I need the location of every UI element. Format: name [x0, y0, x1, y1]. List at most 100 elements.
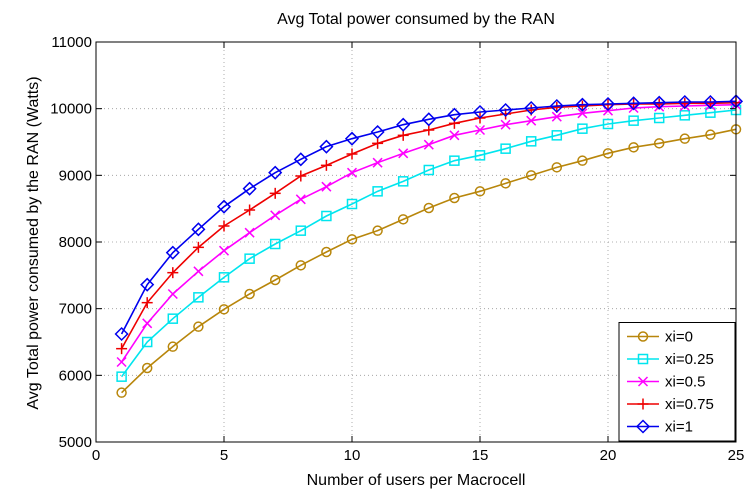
data-point — [577, 123, 588, 134]
data-point-shape — [370, 124, 385, 140]
y-tick-label: 6000 — [59, 367, 92, 384]
data-point — [703, 94, 718, 110]
legend-label: xi=1 — [665, 419, 693, 436]
data-point-shape — [449, 155, 460, 166]
data-point — [372, 137, 384, 149]
data-point-shape — [269, 238, 281, 250]
data-point — [167, 341, 179, 352]
data-point-shape — [652, 95, 667, 110]
data-point-stroke — [218, 245, 230, 256]
data-point — [140, 277, 155, 292]
data-point — [116, 356, 127, 368]
data-point — [447, 107, 462, 122]
legend-marker — [637, 398, 649, 410]
data-point — [141, 336, 153, 348]
data-point — [600, 96, 616, 112]
data-point-shape — [114, 326, 129, 342]
data-point — [628, 115, 639, 126]
data-point — [500, 143, 511, 154]
data-point-shape — [628, 142, 639, 153]
x-tick-label: 15 — [472, 447, 489, 464]
y-tick-label: 10000 — [50, 101, 92, 118]
data-point-shape — [344, 131, 360, 146]
data-point — [449, 155, 460, 166]
data-point — [321, 181, 332, 192]
data-point-stroke — [577, 108, 588, 119]
data-point-shape — [653, 112, 665, 124]
series-line — [120, 109, 737, 378]
data-point — [116, 343, 128, 355]
data-point-shape — [626, 96, 641, 111]
data-point-shape — [679, 133, 691, 144]
data-point — [575, 97, 590, 112]
data-point — [423, 164, 435, 176]
data-point-shape — [140, 277, 155, 292]
data-point — [321, 210, 332, 222]
data-point — [142, 318, 153, 329]
data-point-shape — [321, 210, 332, 222]
data-point — [551, 130, 563, 141]
data-point — [244, 227, 255, 238]
data-point-shape — [216, 199, 232, 214]
data-point — [346, 234, 358, 245]
data-point — [626, 96, 641, 111]
data-point-shape — [244, 288, 255, 300]
data-point-shape — [372, 225, 383, 236]
legend-label: xi=0.25 — [665, 351, 714, 368]
data-point-shape — [447, 107, 462, 122]
x-tick-label: 0 — [92, 447, 100, 464]
data-point-shape — [600, 96, 616, 112]
data-point-shape — [218, 304, 230, 315]
y-tick-label: 7000 — [59, 301, 92, 318]
y-axis-label: Avg Total power consumed by the RAN (Wat… — [25, 76, 42, 409]
data-point — [449, 192, 460, 204]
data-point-shape — [165, 245, 180, 260]
data-point-stroke — [372, 157, 383, 168]
data-point-stroke — [500, 119, 511, 130]
data-point — [474, 186, 486, 197]
data-point — [602, 118, 614, 130]
data-point-shape — [396, 117, 411, 132]
data-point — [524, 100, 539, 116]
data-point — [653, 112, 665, 124]
x-tick-label: 20 — [600, 447, 617, 464]
data-point — [218, 304, 230, 315]
series-line — [120, 100, 737, 335]
legend-item: xi=0.5 — [627, 374, 705, 391]
data-point-shape — [244, 253, 255, 264]
legend-item: xi=1 — [627, 419, 693, 436]
data-point-shape — [474, 150, 486, 161]
data-point — [448, 117, 460, 129]
data-point — [396, 117, 411, 132]
data-point-shape — [421, 112, 436, 127]
legend-marker-shape — [635, 419, 651, 434]
data-point — [141, 362, 153, 374]
data-point-stroke — [551, 111, 562, 122]
data-point — [193, 292, 204, 303]
data-point-shape — [705, 129, 716, 140]
data-point — [525, 136, 537, 147]
data-point-stroke — [449, 130, 460, 141]
data-point-shape — [193, 321, 204, 332]
data-point-shape — [293, 152, 308, 167]
data-point-stroke — [423, 139, 434, 150]
data-point-shape — [397, 214, 409, 225]
data-point — [268, 165, 283, 180]
data-point-shape — [242, 181, 257, 196]
data-point-shape — [703, 94, 718, 110]
data-point-stroke — [142, 318, 153, 329]
data-point — [498, 102, 513, 118]
chart-title: Avg Total power consumed by the RAN — [277, 11, 555, 28]
data-point — [218, 245, 230, 256]
data-point — [549, 98, 564, 114]
legend-item: xi=0.25 — [627, 351, 714, 368]
data-point-shape — [321, 246, 332, 258]
data-point — [500, 119, 511, 130]
data-point-shape — [319, 139, 334, 154]
data-point — [116, 371, 127, 382]
data-point-shape — [193, 292, 204, 303]
legend-marker — [637, 331, 649, 342]
data-point-shape — [423, 202, 435, 214]
data-point — [295, 225, 307, 236]
